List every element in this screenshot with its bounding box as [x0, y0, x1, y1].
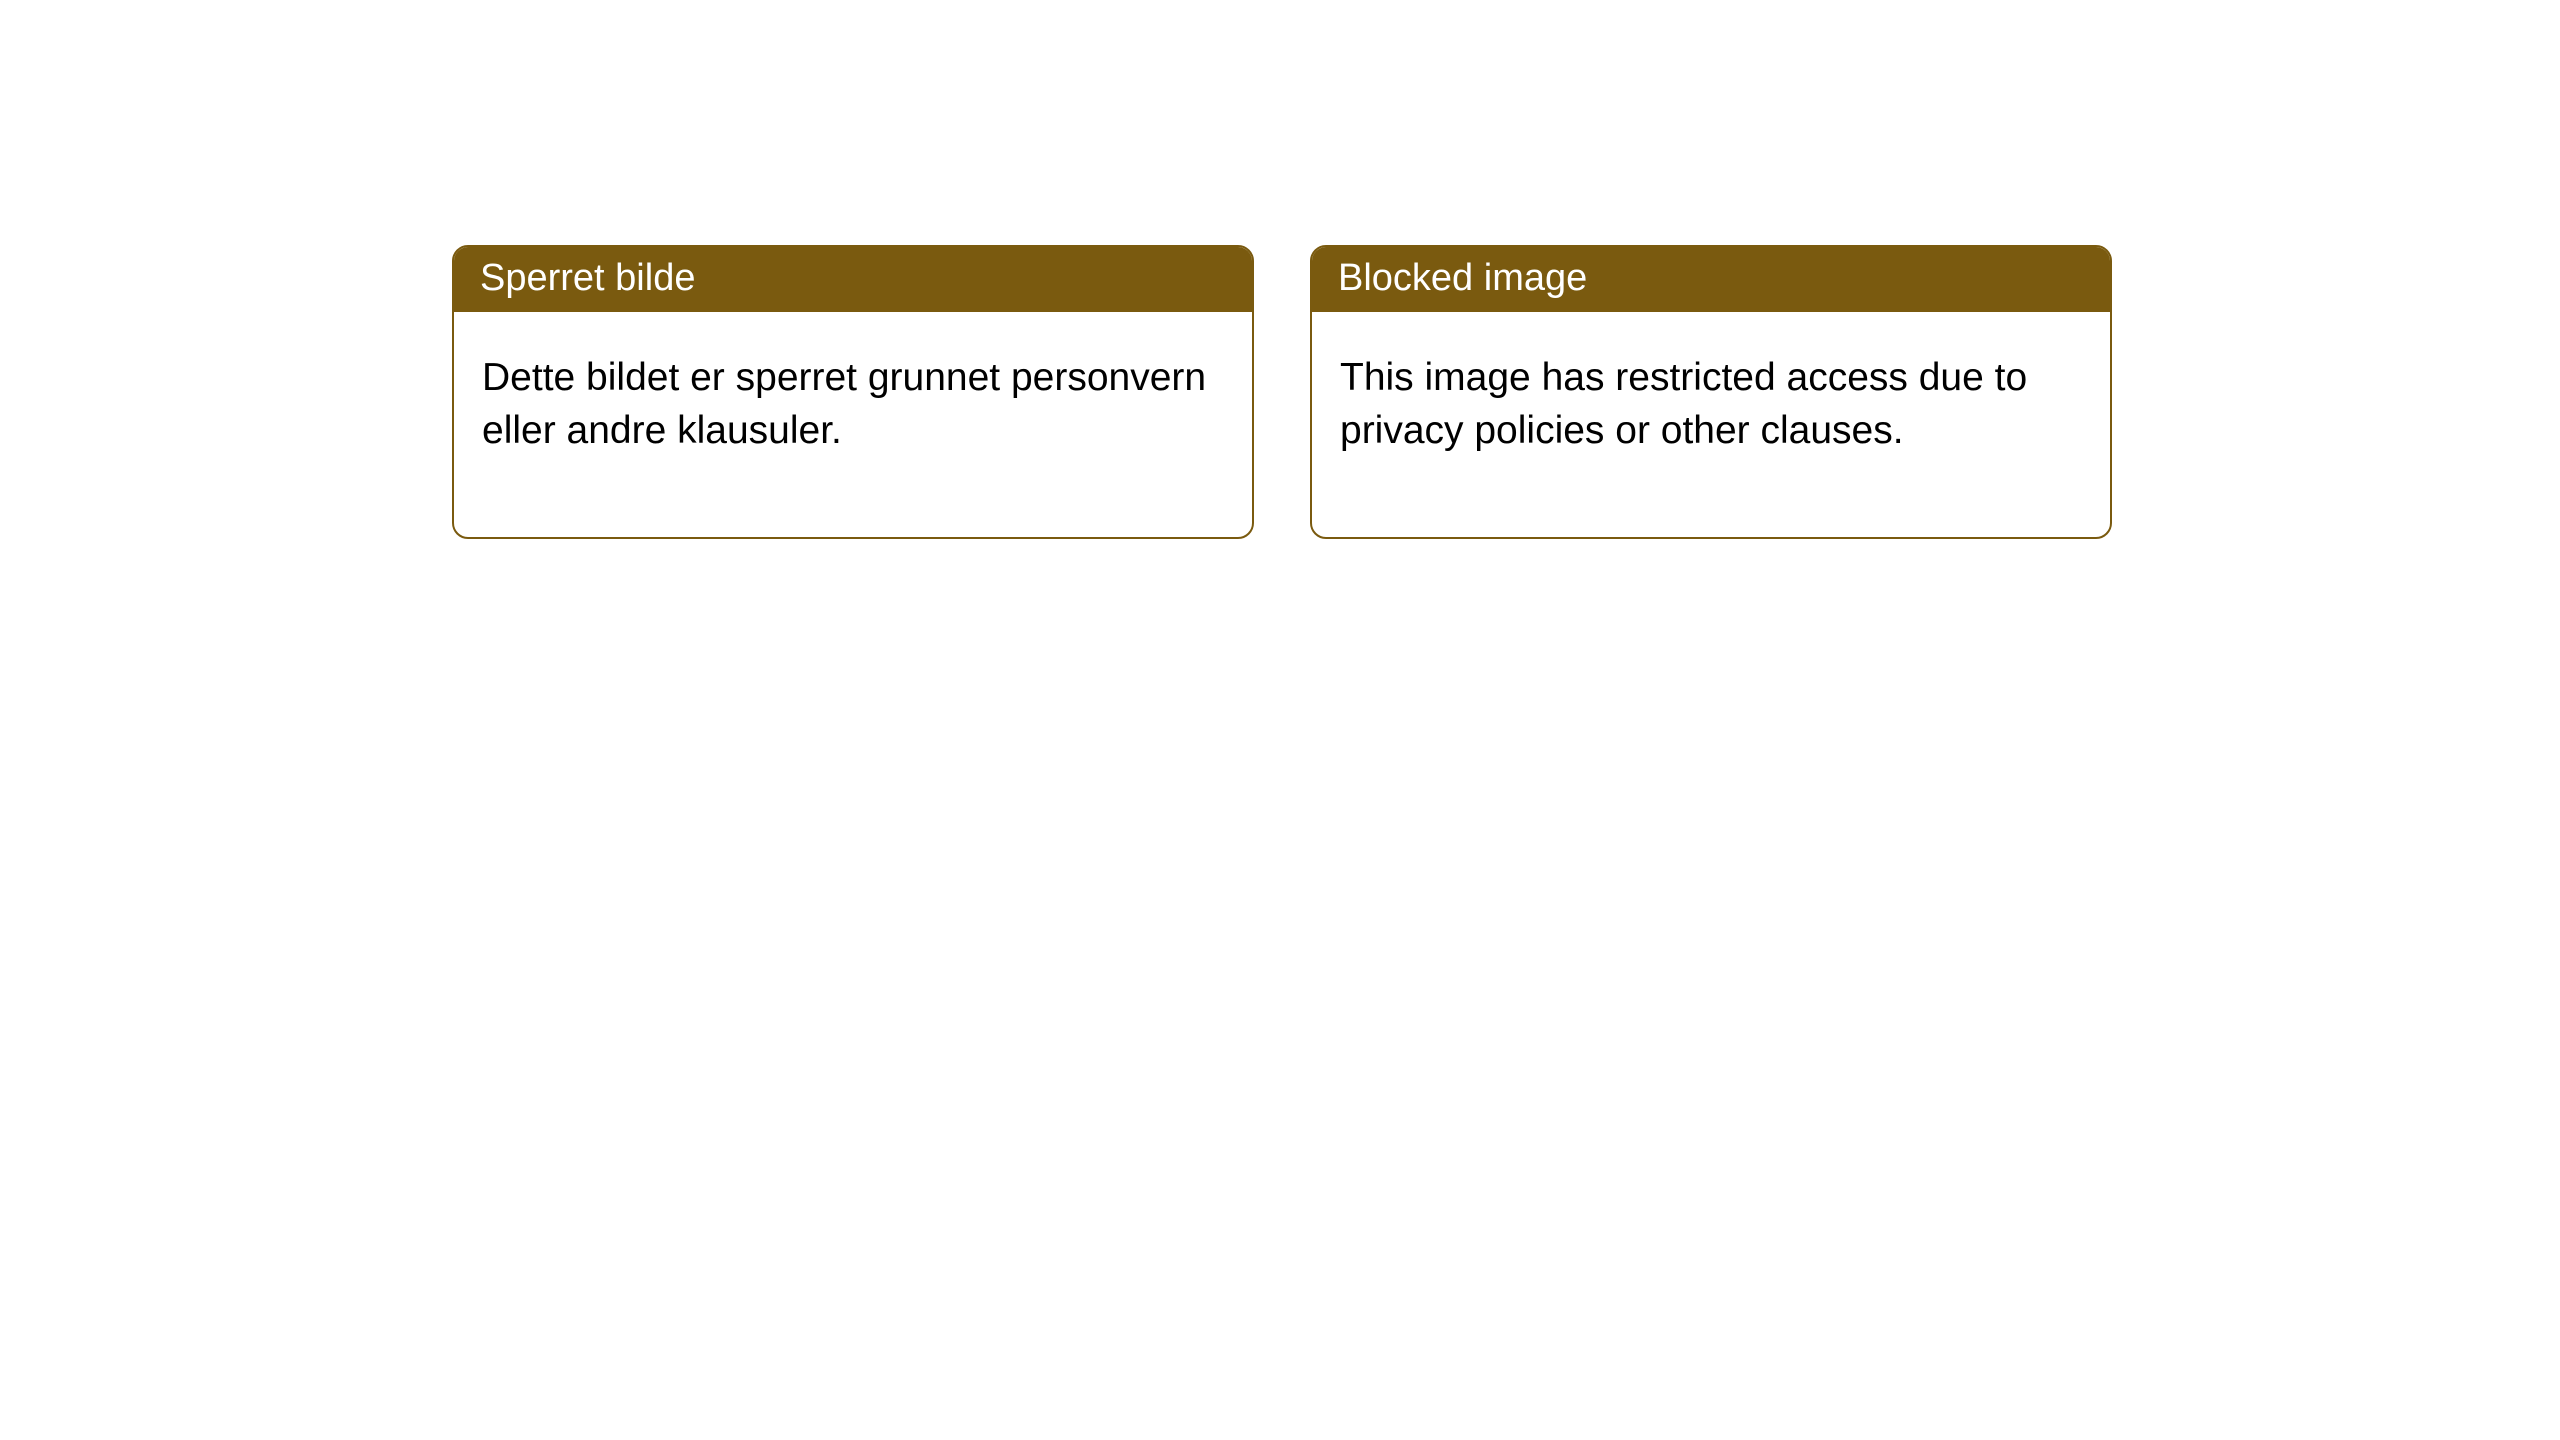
notice-body: Dette bildet er sperret grunnet personve…	[454, 312, 1252, 537]
notice-body: This image has restricted access due to …	[1312, 312, 2110, 537]
notice-header: Blocked image	[1312, 247, 2110, 312]
notice-header: Sperret bilde	[454, 247, 1252, 312]
notice-container: Sperret bilde Dette bildet er sperret gr…	[0, 0, 2560, 539]
notice-box-norwegian: Sperret bilde Dette bildet er sperret gr…	[452, 245, 1254, 539]
notice-box-english: Blocked image This image has restricted …	[1310, 245, 2112, 539]
